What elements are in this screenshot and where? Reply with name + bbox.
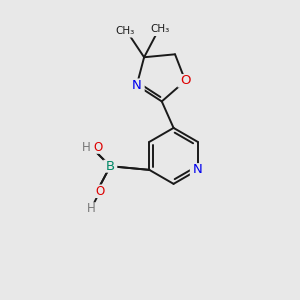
Text: N: N — [193, 164, 203, 176]
Text: B: B — [106, 160, 115, 173]
FancyBboxPatch shape — [151, 22, 169, 36]
FancyBboxPatch shape — [190, 163, 206, 177]
FancyBboxPatch shape — [177, 74, 193, 88]
FancyBboxPatch shape — [84, 202, 98, 215]
FancyBboxPatch shape — [103, 160, 117, 173]
Text: O: O — [180, 74, 190, 87]
FancyBboxPatch shape — [116, 24, 134, 38]
FancyBboxPatch shape — [80, 140, 105, 154]
Text: H: H — [87, 202, 95, 215]
Text: O: O — [95, 185, 105, 198]
Text: N: N — [132, 79, 142, 92]
Text: CH₃: CH₃ — [115, 26, 135, 36]
Text: O: O — [93, 141, 102, 154]
FancyBboxPatch shape — [129, 78, 145, 92]
FancyBboxPatch shape — [91, 184, 109, 198]
Text: CH₃: CH₃ — [151, 24, 170, 34]
Text: H: H — [81, 141, 90, 154]
